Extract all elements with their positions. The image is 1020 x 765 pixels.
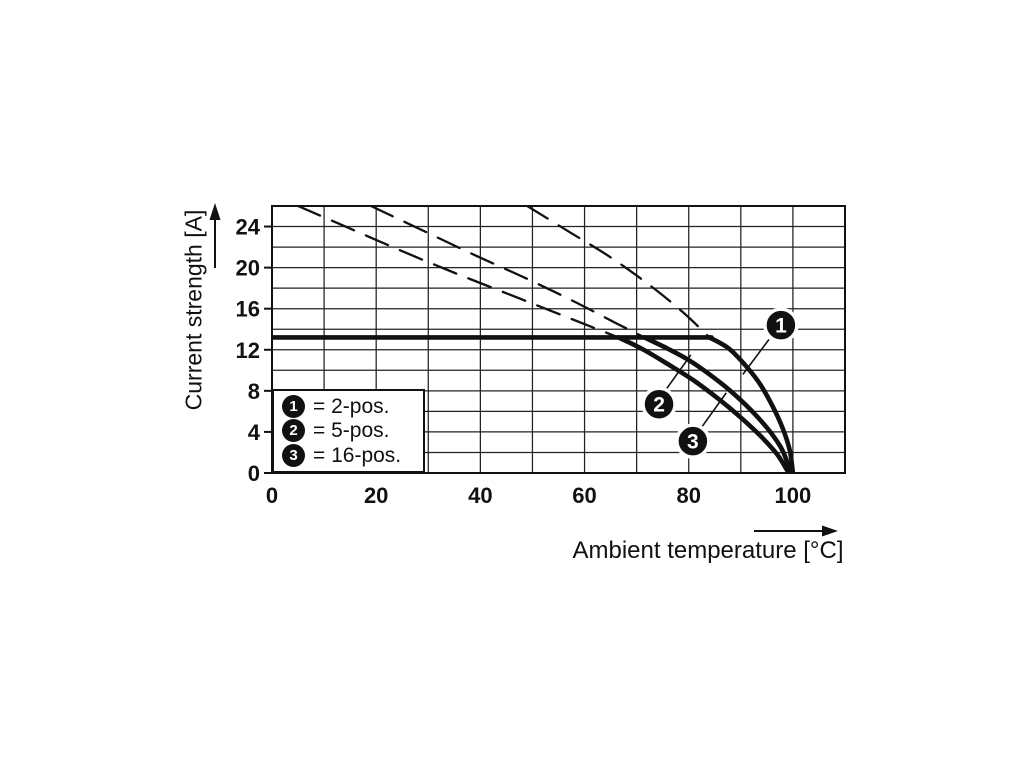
callout-3-label: 3 — [687, 431, 699, 454]
legend-label: = 16-pos. — [313, 444, 402, 468]
y-tick-label: 20 — [236, 256, 260, 281]
callout-1-leader — [742, 339, 770, 375]
callout-1-label: 1 — [775, 315, 787, 338]
legend-label: = 5-pos. — [313, 419, 390, 443]
curves — [272, 206, 796, 473]
legend-item: 1 = 2-pos. — [282, 394, 415, 418]
curve-5-pos.-solid — [642, 335, 794, 473]
callout-2-circle — [641, 386, 677, 422]
y-tick-label: 16 — [236, 297, 260, 322]
x-axis-title: Ambient temperature [°C] — [572, 537, 844, 564]
legend-marker-2-icon: 2 — [282, 419, 305, 443]
x-tick-label: 80 — [676, 483, 700, 508]
legend-label: = 2-pos. — [313, 394, 390, 418]
y-axis-arrowhead-icon — [209, 203, 221, 220]
legend-marker-3-icon: 3 — [282, 444, 305, 468]
x-tick-label: 0 — [266, 483, 278, 508]
x-tick-label: 40 — [468, 483, 492, 508]
legend-item: 3 = 16-pos. — [282, 444, 415, 468]
y-tick-label: 12 — [236, 338, 260, 363]
curve-16-pos.-dashed — [296, 206, 620, 339]
x-tick-label: 60 — [572, 483, 596, 508]
curve-2-pos.-dashed — [526, 206, 711, 339]
x-axis-arrowhead-icon — [822, 525, 838, 537]
callout-2-label: 2 — [653, 394, 665, 417]
callout-2-leader — [665, 354, 692, 391]
legend-item: 2 = 5-pos. — [282, 419, 415, 443]
y-tick-label: 0 — [248, 461, 260, 486]
plot-border — [271, 205, 846, 474]
callout-1-circle — [763, 307, 799, 343]
x-tick-label: 20 — [364, 483, 388, 508]
callout-3-leader — [700, 392, 727, 429]
legend: 1 = 2-pos. 2 = 5-pos. 3 = 16-pos. — [272, 389, 425, 473]
curve-16-pos.-solid — [616, 335, 792, 473]
curve-2-pos.-solid — [707, 335, 796, 473]
y-tick-label: 4 — [248, 420, 261, 445]
y-tick-label: 8 — [248, 379, 260, 404]
y-axis-title: Current strength [A] — [180, 209, 207, 411]
x-tick-label: 100 — [775, 483, 812, 508]
legend-marker-1-icon: 1 — [282, 394, 305, 418]
y-tick-label: 24 — [236, 215, 261, 240]
callout-3-circle — [675, 423, 711, 459]
curve-5-pos.-dashed — [369, 206, 646, 339]
